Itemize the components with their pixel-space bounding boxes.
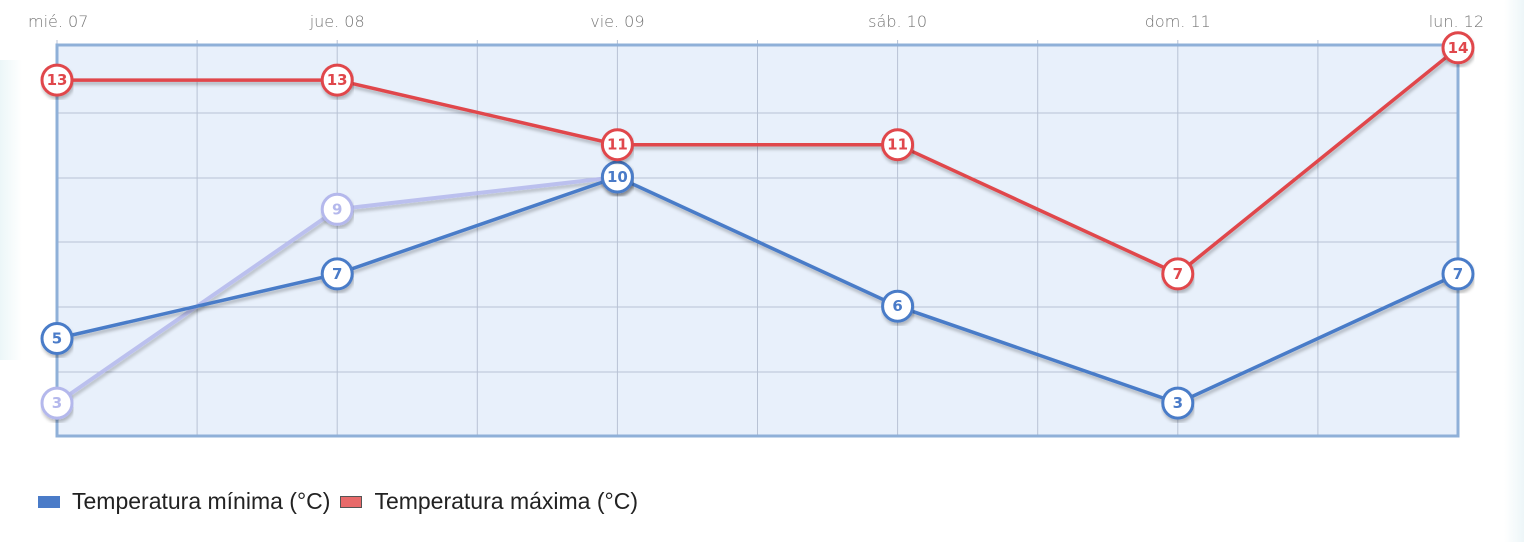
legend-label-max: Temperatura máxima (°C) (374, 488, 638, 514)
background-decoration-left (0, 60, 22, 360)
plot-area (55, 40, 1460, 438)
data-point-label: 7 (1453, 265, 1463, 283)
data-point-label: 3 (52, 394, 62, 412)
legend-item-max-temp[interactable]: Temperatura máxima (°C) (340, 488, 638, 515)
data-point-marker[interactable]: 9 (320, 192, 354, 226)
data-point-marker[interactable]: 7 (1441, 257, 1475, 291)
x-tick-label: jue. 08 (309, 12, 365, 31)
data-point-marker[interactable]: 10 (600, 160, 634, 194)
x-tick-label: lun. 12 (1429, 12, 1484, 31)
data-point-label: 9 (332, 200, 342, 218)
data-point-marker[interactable]: 13 (320, 63, 354, 97)
data-point-marker[interactable]: 6 (881, 289, 915, 323)
data-point-label: 5 (52, 330, 62, 348)
data-point-label: 3 (1173, 394, 1183, 412)
data-point-label: 13 (327, 71, 348, 89)
data-point-marker[interactable]: 7 (320, 257, 354, 291)
data-point-marker[interactable]: 11 (881, 128, 915, 162)
data-point-marker[interactable]: 3 (40, 386, 74, 420)
series-min-temp: 5 7 10 6 3 7 (40, 160, 1475, 420)
data-point-label: 14 (1448, 39, 1469, 57)
x-tick-label: dom. 11 (1145, 12, 1211, 31)
background-decoration-right (1504, 0, 1524, 542)
data-point-label: 11 (887, 136, 908, 154)
data-point-marker[interactable]: 3 (1161, 386, 1195, 420)
legend: Temperatura mínima (°C) Temperatura máxi… (38, 488, 648, 515)
data-point-label: 6 (892, 297, 902, 315)
series-layer: 3910571063713131111714 (40, 31, 1475, 420)
data-point-label: 13 (47, 71, 68, 89)
data-point-label: 7 (1173, 265, 1183, 283)
temperature-line-chart: mié. 07 jue. 08 vie. 09 sáb. 10 dom. 11 lun. … (28, 12, 1484, 438)
x-tick-label: vie. 09 (590, 12, 644, 31)
data-point-marker[interactable]: 11 (600, 128, 634, 162)
data-point-label: 10 (607, 168, 628, 186)
legend-item-min-temp[interactable]: Temperatura mínima (°C) (38, 488, 330, 515)
data-point-label: 11 (607, 136, 628, 154)
data-point-marker[interactable]: 7 (1161, 257, 1195, 291)
data-point-marker[interactable]: 14 (1441, 31, 1475, 65)
series-max-temp: 13 13 11 11 7 14 (40, 31, 1475, 291)
x-tick-label: sáb. 10 (868, 12, 927, 31)
x-axis-ticks: mié. 07 jue. 08 vie. 09 sáb. 10 dom. 11 lun. … (28, 12, 1484, 31)
legend-label-min: Temperatura mínima (°C) (72, 488, 331, 514)
data-point-marker[interactable]: 5 (40, 322, 74, 355)
legend-swatch-max (340, 495, 363, 508)
data-point-marker[interactable]: 13 (40, 63, 74, 97)
x-tick-label: mié. 07 (28, 12, 88, 31)
data-point-label: 7 (332, 265, 342, 283)
legend-swatch-min (38, 495, 60, 508)
